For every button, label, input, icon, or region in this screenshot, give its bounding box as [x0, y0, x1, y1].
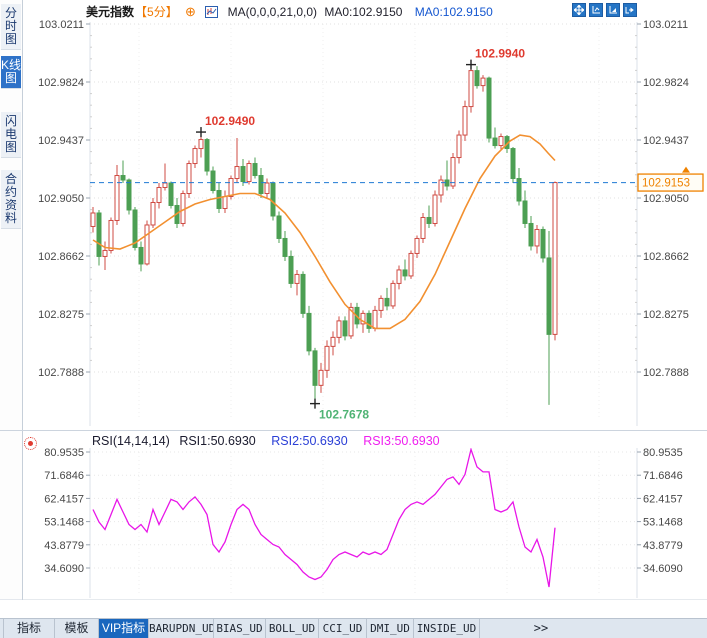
indicator-settings-icon[interactable]	[24, 437, 37, 450]
svg-text:102.8662: 102.8662	[643, 251, 689, 263]
svg-text:102.9940: 102.9940	[475, 47, 525, 61]
candlestick-chart[interactable]: 103.0211 103.0211 102.9824 102.9824 102.9437…	[0, 20, 707, 430]
bottom-strip: 5分▲	[0, 600, 707, 618]
svg-text:102.9824: 102.9824	[643, 77, 689, 89]
svg-text:102.9490: 102.9490	[205, 114, 255, 128]
ma0-value-label: MA0:102.9150	[324, 5, 403, 19]
svg-text:103.0211: 103.0211	[643, 20, 688, 31]
price-annotation: 102.9490	[196, 114, 255, 138]
rsi-header: RSI(14,14,14) RSI1:50.6930 RSI2:50.6930 …	[92, 434, 440, 448]
indicator-tabbar: 指标 模板 VIP指标 BARUPDN_UD BIAS_UD BOLL_UD C…	[0, 618, 707, 638]
rsi1-value-label: RSI1:50.6930	[179, 434, 256, 448]
tab-indicators[interactable]: 指标	[3, 619, 55, 638]
price-annotation: 102.7678	[310, 398, 369, 422]
svg-text:102.8275: 102.8275	[38, 309, 84, 321]
axis-scale-icon[interactable]	[589, 3, 603, 17]
rsi3-value-label: RSI3:50.6930	[363, 434, 440, 448]
svg-text:102.7888: 102.7888	[38, 367, 84, 379]
sidebar-tab-lightning-chart[interactable]: 闪电图	[1, 112, 21, 158]
svg-text:102.9437: 102.9437	[643, 135, 689, 147]
svg-text:43.8779: 43.8779	[643, 540, 683, 552]
sidebar-tab-contract-info[interactable]: 合约资料	[1, 170, 21, 229]
tab-vip-indicators[interactable]: VIP指标	[99, 619, 149, 638]
add-indicator-icon[interactable]: ⊕	[185, 4, 196, 19]
rsi2-value-label: RSI2:50.6930	[271, 434, 348, 448]
exit-chart-icon[interactable]	[623, 3, 637, 17]
left-sidebar: 分时图 K线图 闪电图 合约资料	[0, 0, 23, 600]
svg-text:34.6090: 34.6090	[643, 563, 683, 575]
svg-text:71.6846: 71.6846	[44, 470, 84, 482]
svg-text:62.4157: 62.4157	[643, 493, 683, 505]
last-price-badge: 102.9153	[637, 166, 704, 192]
svg-text:102.9437: 102.9437	[38, 135, 84, 147]
svg-text:102.9050: 102.9050	[643, 193, 689, 205]
sidebar-tab-time-chart[interactable]: 分时图	[1, 4, 21, 50]
tab-cci-ud[interactable]: CCI_UD	[319, 619, 367, 638]
svg-text:102.9050: 102.9050	[38, 193, 84, 205]
candlestick-series	[90, 64, 558, 405]
svg-text:53.1468: 53.1468	[643, 517, 683, 529]
tab-bias-ud[interactable]: BIAS_UD	[214, 619, 266, 638]
ma-line	[92, 134, 556, 330]
svg-text:43.8779: 43.8779	[44, 540, 84, 552]
price-axis: 103.0211 103.0211 102.9824 102.9824 102.9437…	[38, 20, 689, 379]
rsi-line	[92, 448, 556, 588]
svg-text:103.0211: 103.0211	[39, 20, 84, 31]
tab-boll-ud[interactable]: BOLL_UD	[266, 619, 319, 638]
tab-inside-ud[interactable]: INSIDE_UD	[414, 619, 480, 638]
rsi-formula-label: RSI(14,14,14)	[92, 434, 170, 448]
svg-text:34.6090: 34.6090	[44, 563, 84, 575]
chart-header: 美元指数【5分】 ⊕ MA(0,0,0,21,0,0) MA0:102.9150…	[86, 3, 493, 21]
svg-text:80.9535: 80.9535	[643, 448, 683, 459]
svg-text:53.1468: 53.1468	[44, 517, 84, 529]
pan-tool-icon[interactable]	[572, 3, 586, 17]
svg-text:62.4157: 62.4157	[44, 493, 84, 505]
more-tabs-button[interactable]: >>	[533, 621, 549, 635]
svg-text:102.8662: 102.8662	[38, 251, 84, 263]
svg-text:71.6846: 71.6846	[643, 470, 683, 482]
axis-pointer-icon[interactable]	[606, 3, 620, 17]
pane-separator	[0, 430, 707, 431]
rsi-axis: 80.9535 80.9535 71.6846 71.6846 62.4157 62.41…	[44, 448, 683, 575]
chart-toolbar	[572, 3, 637, 17]
svg-text:102.7678: 102.7678	[319, 408, 369, 422]
svg-text:102.9824: 102.9824	[38, 77, 84, 89]
period-label[interactable]: 【5分】	[135, 5, 178, 19]
ma0-value-blue-label: MA0:102.9150	[414, 5, 493, 19]
svg-text:102.9153: 102.9153	[642, 178, 690, 190]
svg-text:80.9535: 80.9535	[44, 448, 84, 459]
tab-templates[interactable]: 模板	[55, 619, 99, 638]
tab-barupdn-ud[interactable]: BARUPDN_UD	[149, 619, 214, 638]
tab-dmi-ud[interactable]: DMI_UD	[367, 619, 414, 638]
svg-text:102.8275: 102.8275	[643, 309, 689, 321]
sidebar-tab-kline-chart[interactable]: K线图	[1, 56, 21, 89]
svg-text:102.7888: 102.7888	[643, 367, 689, 379]
symbol-name: 美元指数	[86, 5, 135, 19]
ma-chart-icon[interactable]	[205, 6, 219, 21]
ma-formula-label: MA(0,0,0,21,0,0)	[227, 5, 318, 19]
rsi-chart[interactable]: 80.9535 80.9535 71.6846 71.6846 62.4157 62.41…	[0, 448, 707, 602]
price-annotation: 102.9940	[466, 47, 525, 70]
